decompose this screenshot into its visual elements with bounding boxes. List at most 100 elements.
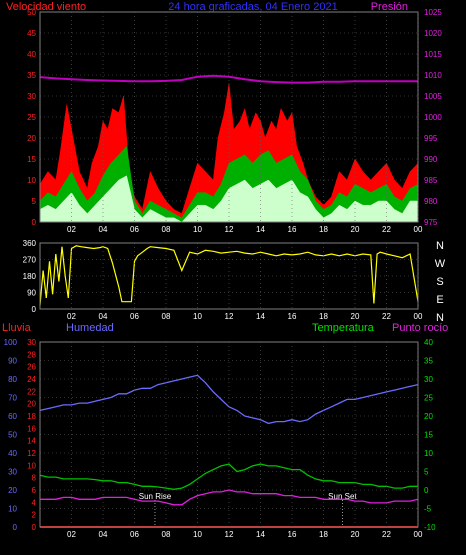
temperature-label: Temperatura: [312, 322, 375, 334]
humidity-y-tick-label: 40: [8, 449, 17, 458]
rain-y-tick-label: 4: [32, 498, 37, 507]
wind-y-tick-label: 0: [32, 218, 37, 227]
pressure-y-tick-label: 1010: [424, 71, 442, 80]
wind-x-tick-label: 12: [225, 225, 234, 234]
wind-y-tick-label: 10: [27, 176, 36, 185]
rain-y-tick-label: 26: [27, 363, 36, 372]
hum-x-tick-label: 10: [193, 530, 202, 539]
humidity-y-tick-label: 70: [8, 394, 17, 403]
temperature-y-tick-label: 5: [424, 468, 429, 477]
dir-x-tick-label: 02: [67, 312, 76, 321]
dir-x-tick-label: 18: [319, 312, 328, 321]
dir-x-tick-label: 06: [130, 312, 139, 321]
wind-y-tick-label: 15: [27, 155, 36, 164]
rain-y-tick-label: 10: [27, 461, 36, 470]
rain-y-tick-label: 28: [27, 350, 36, 359]
pressure-y-tick-label: 1000: [424, 113, 442, 122]
compass-label: S: [436, 276, 443, 288]
humidity-y-tick-label: 30: [8, 468, 17, 477]
wind-y-tick-label: 5: [32, 197, 37, 206]
humidity-y-tick-label: 80: [8, 375, 17, 384]
temperature-y-tick-label: 30: [424, 375, 433, 384]
pressure-y-tick-label: 1025: [424, 8, 442, 17]
dir-x-tick-label: 04: [99, 312, 108, 321]
wind-y-tick-label: 20: [27, 134, 36, 143]
dir-x-tick-label: 20: [351, 312, 360, 321]
hum-x-tick-label: 14: [256, 530, 265, 539]
pressure-y-tick-label: 980: [424, 197, 438, 206]
rain-y-tick-label: 30: [27, 338, 36, 347]
wind-y-tick-label: 25: [27, 113, 36, 122]
dir-x-tick-label: 10: [193, 312, 202, 321]
sun-marker-label: Sun Rise: [139, 492, 172, 501]
compass-label: N: [436, 312, 444, 324]
rain-y-tick-label: 14: [27, 437, 36, 446]
rain-y-tick-label: 24: [27, 375, 36, 384]
wind-y-tick-label: 35: [27, 71, 36, 80]
rain-y-tick-label: 2: [32, 511, 37, 520]
dir-x-tick-label: 22: [382, 312, 391, 321]
rain-y-tick-label: 16: [27, 424, 36, 433]
series-low: [39, 175, 419, 223]
temperature-y-tick-label: 40: [424, 338, 433, 347]
hum-x-tick-label: 22: [382, 530, 391, 539]
rain-y-tick-label: 0: [32, 523, 37, 532]
temperature-y-tick-label: 20: [424, 412, 433, 421]
hum-x-tick-label: 04: [99, 530, 108, 539]
temperature-y-tick-label: 0: [424, 486, 429, 495]
wind-x-tick-label: 02: [67, 225, 76, 234]
rain-y-tick-label: 8: [32, 474, 37, 483]
pressure-y-tick-label: 975: [424, 218, 438, 227]
temperature-y-tick-label: 15: [424, 431, 433, 440]
wind-x-tick-label: 00: [414, 225, 423, 234]
dir-x-tick-label: 12: [225, 312, 234, 321]
dewpoint-label: Punto rocío: [392, 322, 448, 334]
series-direction: [39, 245, 419, 306]
hum-x-tick-label: 00: [414, 530, 423, 539]
hum-x-tick-label: 16: [288, 530, 297, 539]
dir-y-tick-label: 270: [23, 256, 37, 265]
rain-label: Lluvia: [2, 322, 32, 334]
compass-label: E: [436, 294, 443, 306]
humidity-label: Humedad: [66, 322, 114, 334]
hum-x-tick-label: 18: [319, 530, 328, 539]
wind-x-tick-label: 10: [193, 225, 202, 234]
humidity-y-tick-label: 60: [8, 412, 17, 421]
temperature-y-tick-label: -10: [424, 523, 436, 532]
compass-label: N: [436, 240, 444, 252]
header-wind-label: Velocidad viento: [6, 1, 86, 13]
wind-x-tick-label: 14: [256, 225, 265, 234]
temperature-y-tick-label: 10: [424, 449, 433, 458]
wind-x-tick-label: 04: [99, 225, 108, 234]
rain-y-tick-label: 18: [27, 412, 36, 421]
wind-y-tick-label: 30: [27, 92, 36, 101]
temperature-y-tick-label: -5: [424, 505, 432, 514]
compass-label: W: [435, 258, 446, 270]
wind-x-tick-label: 20: [351, 225, 360, 234]
dir-y-tick-label: 90: [27, 289, 36, 298]
pressure-y-tick-label: 1005: [424, 92, 442, 101]
rain-y-tick-label: 22: [27, 387, 36, 396]
wind-y-tick-label: 50: [27, 8, 36, 17]
sun-marker-label: Sun Set: [328, 492, 357, 501]
humidity-y-tick-label: 20: [8, 486, 17, 495]
header-title: 24 hora graficadas, 04 Enero 2021: [168, 1, 337, 13]
hum-x-tick-label: 02: [67, 530, 76, 539]
dir-y-tick-label: 180: [23, 272, 37, 281]
wind-x-tick-label: 08: [162, 225, 171, 234]
wind-x-tick-label: 18: [319, 225, 328, 234]
dir-x-tick-label: 16: [288, 312, 297, 321]
pressure-y-tick-label: 990: [424, 155, 438, 164]
wind-y-tick-label: 40: [27, 50, 36, 59]
rain-y-tick-label: 20: [27, 400, 36, 409]
wind-x-tick-label: 06: [130, 225, 139, 234]
wind-pressure-chart: 0510152025303540455097598098599099510001…: [27, 8, 442, 234]
temperature-y-tick-label: 35: [424, 357, 433, 366]
rain-y-tick-label: 12: [27, 449, 36, 458]
pressure-y-tick-label: 1020: [424, 29, 442, 38]
dir-y-tick-label: 0: [32, 305, 37, 314]
wind-x-tick-label: 16: [288, 225, 297, 234]
humidity-y-tick-label: 90: [8, 357, 17, 366]
